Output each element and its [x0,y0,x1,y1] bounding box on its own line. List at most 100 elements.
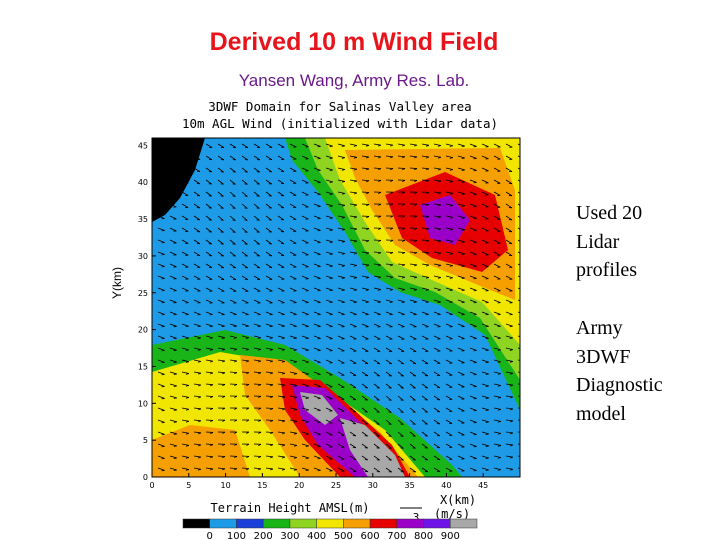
wind-vector [437,240,442,243]
x-tick-label: 0 [149,481,154,490]
wind-vector [209,360,214,363]
wind-vector [390,264,394,267]
wind-vector [425,301,429,304]
wind-vector [497,420,501,423]
wind-vector [329,229,333,231]
wind-vector [217,371,226,374]
wind-vector [421,167,430,170]
wind-vector [265,167,273,173]
wind-vector [385,431,392,437]
wind-vector [433,455,441,461]
wind-vector [169,467,177,471]
wind-vector [376,411,380,413]
wind-vector [517,467,520,469]
wind-vector [253,311,261,315]
bullet: Army 3DWF Diagnostic model [576,314,663,428]
wind-vector [481,335,489,339]
wind-vector [469,347,477,351]
wind-vector [289,299,297,303]
wind-vector [349,191,357,194]
wind-vector [481,443,489,447]
wind-vector [409,383,416,389]
wind-vector [397,419,404,425]
wind-vector [329,217,333,219]
wind-vector [325,239,333,243]
wind-vector [373,335,381,340]
wind-vector [522,373,525,374]
wind-vector [413,144,418,147]
x-tick-label: 10 [221,481,231,490]
wind-vector [253,143,261,148]
wind-vector [313,359,321,363]
wind-vector [313,287,321,291]
wind-vector [390,168,394,171]
wind-vector [505,467,513,470]
wind-vector [301,431,309,435]
wind-vector [341,204,345,207]
wind-vector [505,215,513,221]
wind-vector [421,347,429,352]
wind-vector [205,443,214,445]
wind-vector [397,143,405,146]
wind-vector [425,289,429,291]
wind-vector [337,191,345,194]
wind-vector [305,397,309,399]
wind-vector [433,167,441,170]
colorbar-tick-label: 600 [361,531,380,540]
wind-vector [361,227,370,229]
wind-vector [493,311,501,315]
wind-vector [433,419,441,425]
wind-vector [481,251,489,256]
wind-vector [349,443,357,449]
wind-vector [402,264,406,267]
wind-vector [246,431,250,434]
wind-vector [193,407,201,410]
wind-vector [157,455,165,459]
wind-vector [390,239,394,242]
wind-vector [241,287,249,292]
wind-vector [457,347,465,352]
wind-vector [414,180,418,183]
wind-vector [361,395,368,401]
wind-vector [397,467,404,473]
wind-vector [445,419,453,424]
wind-vector [397,455,404,461]
wind-vector [277,203,285,209]
wind-vector [385,263,394,266]
wind-vector [414,168,418,171]
wind-vector [185,396,189,399]
wind-vector [378,156,382,159]
wind-vector [293,325,297,328]
wind-vector [289,395,297,398]
wind-vector [313,143,321,147]
wind-vector [373,323,381,328]
wind-vector [457,371,465,376]
wind-vector [325,155,333,159]
wind-vector [445,179,453,182]
wind-vector [517,311,520,314]
wind-vector [497,325,501,328]
wind-vector [282,432,286,435]
wind-vector [397,299,405,303]
wind-vector [409,275,417,278]
wind-vector [481,155,489,160]
wind-vector [181,299,189,304]
wind-vector [313,323,321,327]
wind-vector [469,227,477,231]
wind-vector [485,457,489,460]
wind-vector [325,323,333,327]
wind-vector [505,299,513,304]
wind-vector [361,167,369,170]
wind-vector [193,203,201,209]
wind-vector [301,323,309,327]
wind-vector [246,468,250,471]
wind-vector [493,191,501,196]
wind-vector [181,383,189,386]
wind-vector [205,155,213,161]
wind-vector [258,443,262,446]
wind-vector [210,408,214,411]
wind-vector [241,251,248,257]
wind-vector [217,215,224,221]
wind-vector [181,287,189,292]
